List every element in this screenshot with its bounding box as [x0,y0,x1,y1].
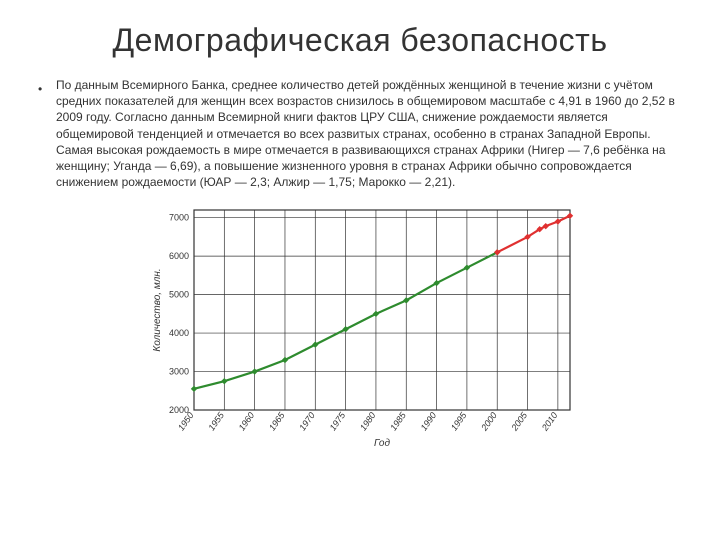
y-axis-label: Количество, млн. [152,269,163,352]
x-tick-label: 1970 [297,411,317,433]
x-tick-label: 1995 [449,410,469,433]
x-tick-label: 1975 [328,410,348,433]
x-tick-label: 1965 [267,410,287,433]
x-axis-label: Год [374,438,390,449]
marker-historical [191,386,197,392]
y-tick-label: 4000 [169,328,189,338]
y-tick-label: 3000 [169,367,189,377]
x-tick-label: 1955 [206,410,226,433]
x-tick-label: 1960 [237,411,257,433]
bullet-icon: • [38,83,42,95]
y-tick-label: 7000 [169,213,189,223]
marker-historical [221,378,227,384]
marker-historical [251,369,257,375]
population-line-chart: 2000300040005000600070001950195519601965… [140,200,580,450]
x-tick-label: 2005 [509,410,530,434]
x-tick-label: 1980 [358,411,378,433]
x-tick-label: 1985 [388,410,408,433]
bullet-text: По данным Всемирного Банка, среднее коли… [56,77,684,190]
y-tick-label: 5000 [169,290,189,300]
page-title: Демографическая безопасность [30,22,690,59]
chart-container: 2000300040005000600070001950195519601965… [30,200,690,450]
x-tick-label: 2010 [539,411,559,434]
x-tick-label: 1990 [419,411,439,433]
slide: Демографическая безопасность • По данным… [0,0,720,540]
bullet-item: • По данным Всемирного Банка, среднее ко… [30,77,690,190]
y-tick-label: 6000 [169,251,189,261]
x-tick-label: 2000 [479,411,499,434]
